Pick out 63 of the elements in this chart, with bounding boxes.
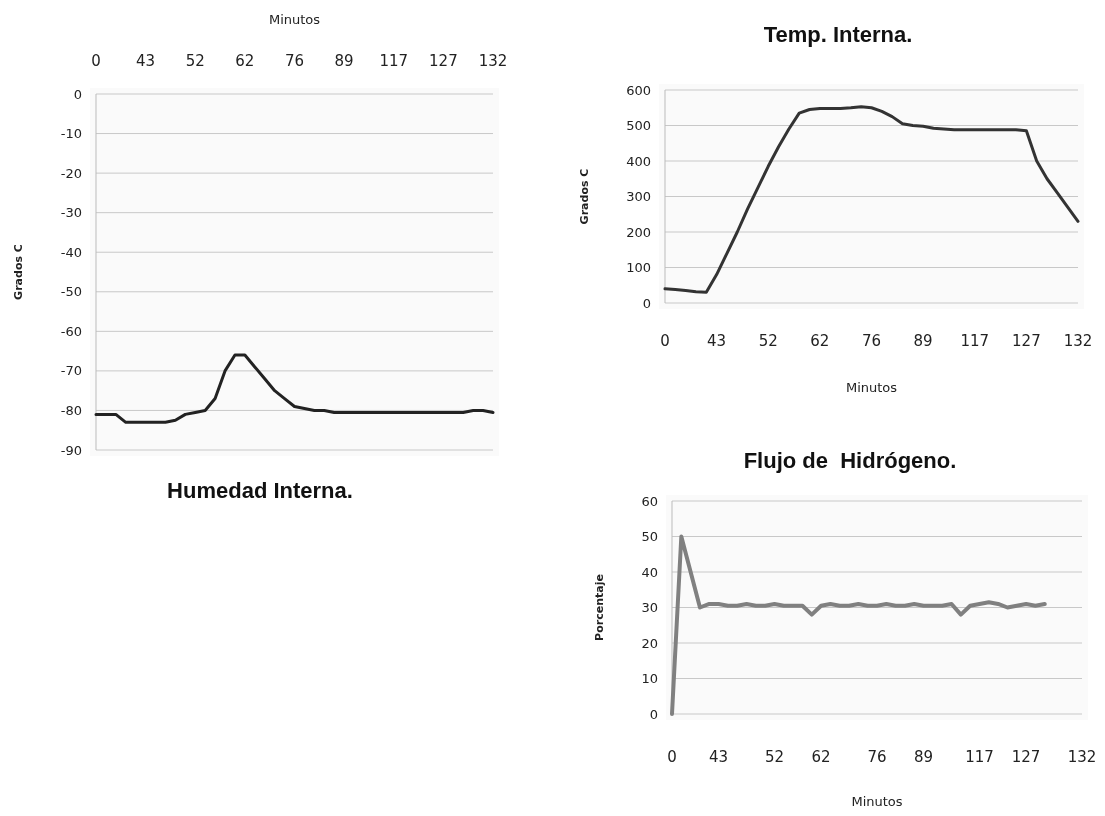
y-tick-label: 20: [641, 635, 658, 651]
y-axis-title: Porcentaje: [593, 574, 606, 641]
y-tick-label: 0: [642, 295, 651, 311]
x-tick-label: 62: [811, 748, 831, 766]
y-tick-label: 400: [626, 153, 651, 169]
x-axis-title: Minutos: [268, 12, 321, 27]
y-tick-label: -50: [60, 284, 82, 300]
y-tick-label: 100: [626, 260, 651, 276]
y-tick-label: -20: [60, 165, 82, 181]
x-tick-label: 132: [1067, 748, 1097, 766]
x-tick-label: 127: [1011, 748, 1041, 766]
x-tick-label: 0: [660, 332, 670, 350]
x-axis-title: Minutos: [845, 380, 898, 395]
x-tick-label: 43: [136, 52, 156, 70]
line-series: [670, 534, 1047, 716]
line-series: [663, 105, 1080, 294]
y-tick-label: 0: [73, 86, 82, 102]
x-tick-label: 117: [379, 52, 409, 70]
y-tick-label: -40: [60, 244, 82, 260]
text: Humedad Interna.: [167, 478, 353, 503]
x-tick-label: 62: [235, 52, 255, 70]
y-tick-label: -30: [60, 205, 82, 221]
y-tick-label: 60: [641, 493, 658, 509]
y-tick-label: 50: [641, 529, 658, 545]
x-tick-label: 62: [810, 332, 830, 350]
x-tick-label: 0: [91, 52, 101, 70]
chart-title: Flujo de Hidrógeno.: [743, 448, 957, 473]
x-tick-label: 117: [965, 748, 994, 766]
x-tick-label: 117: [960, 332, 990, 350]
y-tick-label: -70: [60, 363, 82, 379]
y-tick-label: 600: [626, 82, 651, 98]
x-tick-label: 76: [867, 748, 887, 766]
y-tick-label: 10: [641, 671, 658, 687]
x-tick-label: 52: [764, 748, 785, 766]
x-axis-title: Minutos: [851, 794, 903, 809]
y-tick-label: -10: [60, 126, 82, 142]
y-tick-label: 500: [626, 118, 651, 134]
x-tick-label: 132: [478, 52, 508, 70]
x-tick-label: 76: [861, 332, 882, 350]
y-axis-title: Grados C: [578, 168, 591, 225]
y-axis-title: Grados C: [12, 244, 25, 300]
y-tick-label: 0: [649, 706, 658, 722]
x-tick-label: 89: [334, 52, 354, 70]
x-tick-label: 127: [429, 52, 458, 70]
chart-title: Temp. Interna.: [763, 22, 913, 47]
x-tick-label: 127: [1012, 332, 1041, 350]
line-series: [94, 353, 495, 424]
x-tick-label: 43: [709, 748, 729, 766]
x-tick-label: 43: [707, 332, 727, 350]
y-tick-label: -60: [60, 323, 82, 339]
x-tick-label: 89: [913, 332, 933, 350]
x-tick-label: 132: [1063, 332, 1093, 350]
y-tick-label: 200: [626, 224, 651, 240]
x-tick-label: 0: [667, 748, 677, 766]
x-tick-label: 76: [284, 52, 305, 70]
y-tick-label: 30: [641, 600, 658, 616]
y-tick-label: -80: [60, 402, 82, 418]
x-tick-label: 52: [758, 332, 778, 350]
x-tick-label: 52: [185, 52, 205, 70]
y-tick-label: 300: [626, 189, 651, 205]
y-tick-label: 40: [641, 564, 658, 580]
x-tick-label: 89: [914, 748, 934, 766]
y-tick-label: -90: [60, 442, 82, 458]
